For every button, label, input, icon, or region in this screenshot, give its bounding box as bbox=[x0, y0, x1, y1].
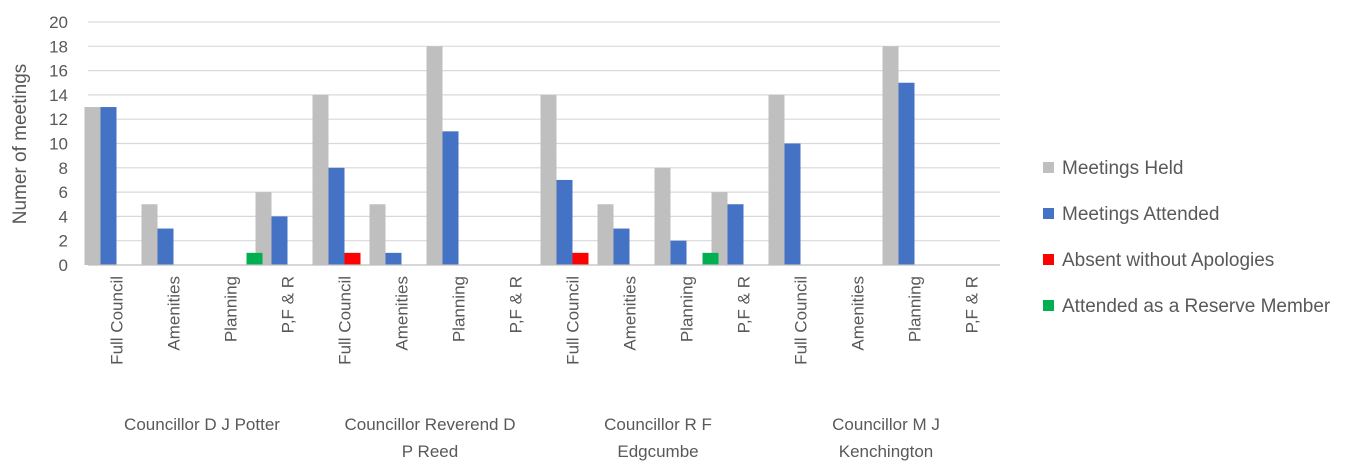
bar bbox=[369, 204, 386, 265]
y-tick-label: 20 bbox=[49, 13, 68, 32]
bar bbox=[670, 240, 687, 265]
x-tick-label: P,F & R bbox=[279, 276, 298, 333]
bar bbox=[255, 192, 272, 265]
legend-swatch bbox=[1043, 208, 1054, 219]
bar bbox=[84, 107, 101, 265]
bar bbox=[768, 94, 785, 266]
y-tick-label: 6 bbox=[59, 183, 68, 202]
bar bbox=[344, 252, 361, 265]
legend-label: Attended as a Reserve Member bbox=[1062, 296, 1331, 317]
bar bbox=[312, 94, 329, 266]
bar bbox=[898, 82, 915, 265]
bar bbox=[141, 204, 158, 265]
x-tick-label: Full Council bbox=[792, 276, 811, 365]
legend-swatch bbox=[1043, 254, 1054, 265]
bars bbox=[84, 46, 915, 266]
bar bbox=[784, 143, 801, 265]
bar bbox=[882, 46, 899, 265]
x-tick-label: Planning bbox=[222, 276, 241, 342]
legend-swatch bbox=[1043, 300, 1054, 311]
bar bbox=[711, 192, 728, 265]
x-axis-category-labels: Full Council Amenities Planning P,F & R Full… bbox=[108, 276, 982, 365]
group-label: Kenchington bbox=[839, 442, 934, 461]
group-label: Councillor Reverend D bbox=[344, 415, 515, 434]
y-tick-label: 10 bbox=[49, 135, 68, 154]
group-label: P Reed bbox=[402, 442, 458, 461]
x-tick-label: Full Council bbox=[108, 276, 127, 365]
group-label: Councillor D J Potter bbox=[124, 415, 280, 434]
y-tick-label: 8 bbox=[59, 159, 68, 178]
x-tick-label: Full Council bbox=[564, 276, 583, 365]
bar bbox=[540, 94, 557, 266]
x-tick-label: Amenities bbox=[849, 276, 868, 351]
bar bbox=[100, 107, 117, 265]
y-tick-label: 0 bbox=[59, 256, 68, 275]
bar bbox=[613, 228, 630, 265]
group-label: Councillor M J bbox=[832, 415, 940, 434]
y-tick-label: 12 bbox=[49, 110, 68, 129]
y-tick-label: 16 bbox=[49, 62, 68, 81]
x-tick-label: Planning bbox=[450, 276, 469, 342]
x-tick-label: Planning bbox=[906, 276, 925, 342]
x-tick-label: Full Council bbox=[336, 276, 355, 365]
x-tick-label: P,F & R bbox=[735, 276, 754, 333]
bar bbox=[727, 204, 744, 265]
bar bbox=[556, 179, 573, 265]
bar bbox=[442, 131, 459, 265]
group-label: Edgcumbe bbox=[617, 442, 698, 461]
bar bbox=[654, 167, 671, 265]
bar bbox=[271, 216, 288, 265]
bar bbox=[572, 252, 589, 265]
x-tick-label: Amenities bbox=[621, 276, 640, 351]
group-label: Councillor R F bbox=[604, 415, 712, 434]
legend-label: Meetings Held bbox=[1062, 158, 1183, 179]
x-tick-label: P,F & R bbox=[963, 276, 982, 333]
legend-label: Meetings Attended bbox=[1062, 204, 1219, 225]
x-tick-label: Amenities bbox=[165, 276, 184, 351]
legend-swatch bbox=[1043, 162, 1054, 173]
bar bbox=[328, 167, 345, 265]
bar bbox=[385, 252, 402, 265]
y-axis-title: Numer of meetings bbox=[10, 64, 31, 225]
y-axis-ticks: 0 2 4 6 8 10 12 14 16 18 20 bbox=[49, 13, 68, 275]
x-tick-label: Amenities bbox=[393, 276, 412, 351]
y-tick-label: 4 bbox=[59, 207, 68, 226]
bar bbox=[157, 228, 174, 265]
bar bbox=[246, 252, 263, 265]
bar bbox=[597, 204, 614, 265]
legend: Meetings Held Meetings Attended Absent wit… bbox=[1043, 158, 1331, 317]
y-tick-label: 14 bbox=[49, 86, 68, 105]
legend-label: Absent without Apologies bbox=[1062, 250, 1274, 271]
x-axis-group-labels: Councillor D J Potter Councillor Reverend… bbox=[124, 415, 940, 461]
x-tick-label: Planning bbox=[678, 276, 697, 342]
y-tick-label: 2 bbox=[59, 232, 68, 251]
x-tick-label: P,F & R bbox=[507, 276, 526, 333]
bar bbox=[426, 46, 443, 265]
bar bbox=[702, 252, 719, 265]
y-tick-label: 18 bbox=[49, 37, 68, 56]
